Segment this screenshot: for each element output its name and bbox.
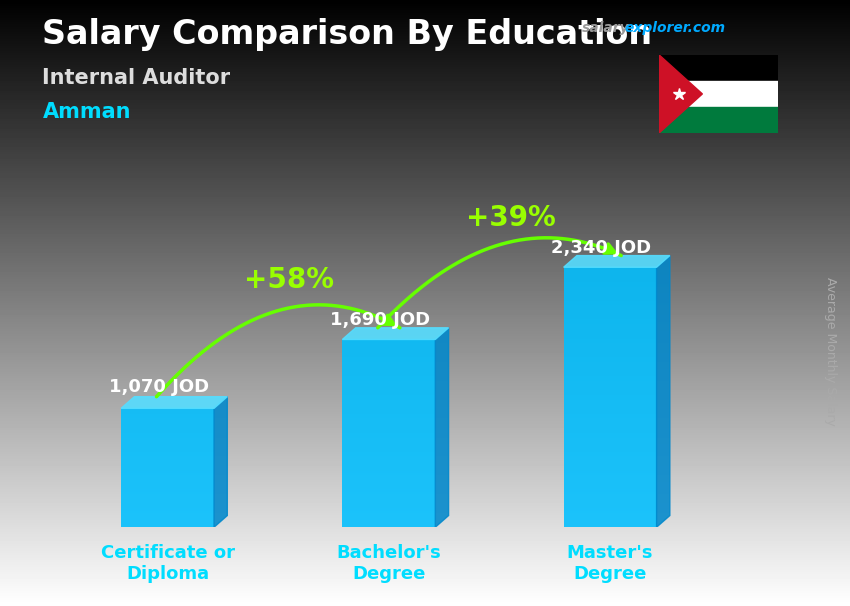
Text: Internal Auditor: Internal Auditor bbox=[42, 68, 230, 88]
Text: explorer.com: explorer.com bbox=[625, 21, 726, 35]
Polygon shape bbox=[343, 328, 449, 339]
Polygon shape bbox=[435, 328, 449, 527]
Polygon shape bbox=[656, 256, 670, 527]
Text: salary: salary bbox=[582, 21, 630, 35]
Polygon shape bbox=[564, 256, 670, 267]
Text: 1,690 JOD: 1,690 JOD bbox=[330, 311, 430, 329]
Text: 1,070 JOD: 1,070 JOD bbox=[109, 378, 209, 396]
Polygon shape bbox=[214, 397, 227, 527]
Text: 2,340 JOD: 2,340 JOD bbox=[551, 239, 651, 257]
Bar bbox=[659, 107, 778, 133]
Text: Amman: Amman bbox=[42, 102, 131, 122]
Text: Average Monthly Salary: Average Monthly Salary bbox=[824, 277, 837, 426]
Text: Salary Comparison By Education: Salary Comparison By Education bbox=[42, 18, 653, 51]
Text: +58%: +58% bbox=[244, 266, 334, 294]
Text: +39%: +39% bbox=[466, 204, 555, 232]
Bar bbox=[564, 267, 656, 527]
Bar bbox=[121, 408, 214, 527]
Bar bbox=[659, 55, 778, 81]
Bar bbox=[659, 81, 778, 107]
Bar bbox=[343, 339, 435, 527]
Polygon shape bbox=[121, 397, 227, 408]
Polygon shape bbox=[659, 55, 702, 133]
